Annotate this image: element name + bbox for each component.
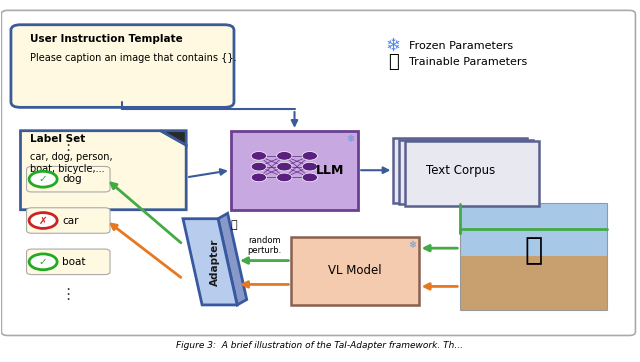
Circle shape <box>251 162 266 171</box>
Text: boat: boat <box>62 257 86 267</box>
Circle shape <box>251 173 266 182</box>
Text: 🔥: 🔥 <box>230 220 237 231</box>
Text: Text Corpus: Text Corpus <box>426 164 495 177</box>
Bar <box>399 139 533 204</box>
Text: LLM: LLM <box>316 164 344 177</box>
Text: ✓: ✓ <box>39 174 47 184</box>
FancyBboxPatch shape <box>11 25 234 108</box>
Circle shape <box>251 152 266 160</box>
Text: Trainable Parameters: Trainable Parameters <box>409 58 527 67</box>
Text: ❄: ❄ <box>408 240 417 250</box>
Text: Adapter: Adapter <box>210 238 220 286</box>
Bar <box>460 256 607 310</box>
Text: VL Model: VL Model <box>328 264 382 277</box>
Circle shape <box>276 152 292 160</box>
Circle shape <box>302 173 317 182</box>
Text: ❄: ❄ <box>386 37 401 55</box>
Circle shape <box>29 171 57 187</box>
Bar <box>231 131 358 210</box>
FancyBboxPatch shape <box>26 249 110 275</box>
Text: Please caption an image that contains {}.: Please caption an image that contains {}… <box>30 54 237 63</box>
Text: random
perturb.: random perturb. <box>247 236 282 255</box>
Text: car, dog, person,
boat, bicycle,...: car, dog, person, boat, bicycle,... <box>30 152 113 174</box>
Text: Frozen Parameters: Frozen Parameters <box>409 41 513 51</box>
Bar <box>404 141 539 206</box>
Polygon shape <box>20 131 186 210</box>
Bar <box>291 237 419 305</box>
Bar <box>394 138 527 203</box>
Bar <box>460 203 607 262</box>
Text: 🐕: 🐕 <box>524 236 543 266</box>
Bar <box>460 203 607 310</box>
Text: Label Set: Label Set <box>30 134 85 144</box>
Polygon shape <box>161 131 186 145</box>
Text: ⋮: ⋮ <box>61 143 76 158</box>
Polygon shape <box>183 219 237 305</box>
Text: ❄: ❄ <box>346 134 355 144</box>
Polygon shape <box>218 213 246 305</box>
Text: dog: dog <box>62 174 82 184</box>
Text: User Instruction Template: User Instruction Template <box>30 34 183 44</box>
Text: ✓: ✓ <box>39 257 47 267</box>
Circle shape <box>29 254 57 270</box>
Text: ✗: ✗ <box>39 215 47 226</box>
Text: Figure 3:  A brief illustration of the TaI-Adapter framework. Th...: Figure 3: A brief illustration of the Ta… <box>177 341 463 350</box>
Text: 🔥: 🔥 <box>388 54 399 71</box>
FancyBboxPatch shape <box>26 167 110 192</box>
FancyBboxPatch shape <box>26 208 110 233</box>
Circle shape <box>29 212 57 228</box>
FancyBboxPatch shape <box>1 10 636 336</box>
Circle shape <box>276 162 292 171</box>
Circle shape <box>302 152 317 160</box>
Bar <box>460 256 607 278</box>
Text: car: car <box>62 215 79 226</box>
Circle shape <box>302 162 317 171</box>
Text: ⋮: ⋮ <box>61 287 76 302</box>
Circle shape <box>276 173 292 182</box>
